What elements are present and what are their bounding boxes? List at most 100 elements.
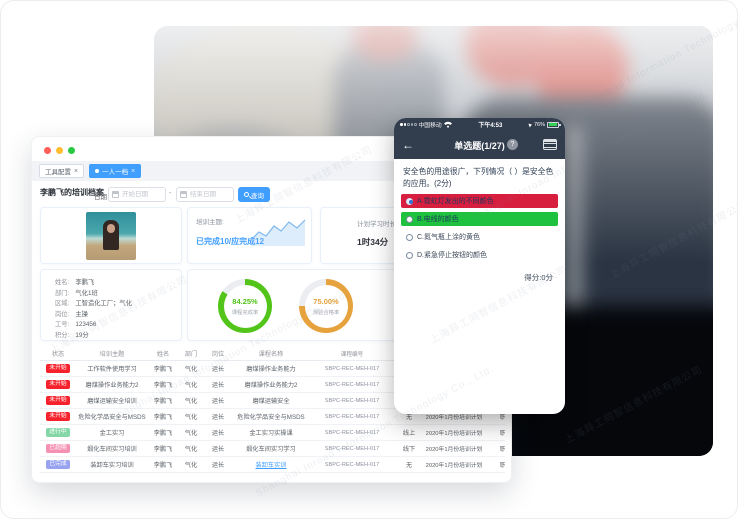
dept-cell: 气化 xyxy=(184,398,198,405)
column-header: 状态 xyxy=(51,351,65,358)
radio-selected-icon[interactable] xyxy=(406,197,413,205)
traffic-light-close[interactable] xyxy=(44,147,51,154)
tab-close-icon[interactable]: × xyxy=(74,167,79,175)
training-records-table: 状态 培训主题 姓名 部门 岗位 课程名称 课程编号 未开始 工作软件使用学习 李鹏飞 气化 运长磨… xyxy=(40,347,505,473)
mode-cell: 线上 xyxy=(402,430,416,437)
desktop-app-window: 工具配置×一人一档× 李鹏飞的培训档案 日期 - 查询 培训主题: 已完成10/… xyxy=(31,136,512,483)
status-cell: 已完成 xyxy=(40,460,76,469)
theme-cell: 磨煤运输安全培训 xyxy=(87,398,137,405)
status-right-cluster: 76% xyxy=(528,121,561,128)
status-badge: 未开始 xyxy=(46,364,70,373)
tab-bar: 工具配置 × 一人一档 × xyxy=(32,161,511,181)
course-link[interactable]: 装卸车实训 xyxy=(255,462,287,469)
column-header: 课程名称 xyxy=(258,351,284,358)
course-cell: 磨煤操作业务能力2 xyxy=(244,382,298,389)
tab-one-person-one-file[interactable]: 一人一档 × xyxy=(89,164,142,178)
name-cell: 李鹏飞 xyxy=(153,446,173,453)
quiz-option-A[interactable]: A.霓虹灯发出的不同颜色 xyxy=(401,194,558,209)
post-cell: 运长 xyxy=(211,446,225,453)
donut-value: 84.25% xyxy=(232,296,258,306)
table-row: 未开始 磨煤操作业务能力2 李鹏飞 气化 运长 磨煤操作业务能力2 SBPC-REC-MEH… xyxy=(40,377,505,393)
end-date-input-wrap xyxy=(176,187,234,202)
search-button-label: 查询 xyxy=(251,192,264,200)
score-label: 得分:0分 xyxy=(524,273,553,283)
profile-field-value: 工智造化工厂；气化 xyxy=(75,300,133,307)
radio-icon[interactable] xyxy=(406,215,413,223)
profile-field-label: 积分: xyxy=(55,331,70,339)
question-text: 安全色的用途很广，下列情况（ ）是安全色的应用。(2分) xyxy=(403,167,554,189)
extra-cell: 职能 xyxy=(484,460,505,469)
plan-duration-label: 计划学习时长 xyxy=(357,221,396,228)
table-body: 未开始 工作软件使用学习 李鹏飞 气化 运长 磨煤操作业务能力 SBPC-REC-MEH-0… xyxy=(40,361,505,473)
tab-tool-config[interactable]: 工具配置 × xyxy=(39,164,85,178)
option-label: B.电线的颜色 xyxy=(417,216,459,224)
end-date-input[interactable] xyxy=(190,191,230,198)
column-header: 姓名 xyxy=(156,351,170,358)
tab-label: 一人一档 xyxy=(102,169,129,176)
status-cell: 已超期 xyxy=(40,444,76,453)
traffic-light-minimize[interactable] xyxy=(56,147,63,154)
avatar xyxy=(86,211,136,260)
profile-field: 区域: 工智造化工厂；气化 xyxy=(55,298,132,307)
status-cell: 未开始 xyxy=(40,380,76,389)
plan-cell: 2020年1月份培训计划 xyxy=(425,463,483,469)
column-header: 岗位 xyxy=(211,351,225,358)
battery-icon xyxy=(547,121,561,128)
date-range-label: 日期 xyxy=(94,194,107,201)
phone-nav-bar: ← 单选题(1/27) ? xyxy=(394,131,565,159)
profile-card: 姓名: 李鹏飞 部门: 气化1班 区域: 工智造化工厂；气化 岗位: 主操 工号: 123456 积… xyxy=(40,269,182,341)
tab-close-icon[interactable]: × xyxy=(131,167,136,175)
active-tab-dot xyxy=(95,169,100,173)
battery-percent: 76% xyxy=(533,121,545,128)
name-cell: 李鹏飞 xyxy=(153,366,173,373)
name-cell: 李鹏飞 xyxy=(153,414,173,421)
name-cell: 李鹏飞 xyxy=(153,398,173,405)
post-cell: 运长 xyxy=(211,366,225,373)
dept-cell: 气化 xyxy=(184,446,198,453)
number-cell: SBPC-REC-MEH-017 xyxy=(324,461,380,468)
signal-strength-icon xyxy=(400,123,417,126)
quiz-option-D[interactable]: D.紧急停止按钮的颜色 xyxy=(401,248,558,262)
profile-field-value: 李鹏飞 xyxy=(75,279,95,286)
clock-label: 下午4:53 xyxy=(478,123,503,129)
course-cell: 金工实习实操课 xyxy=(249,430,293,437)
traffic-light-zoom[interactable] xyxy=(68,147,75,154)
quiz-title: 单选题(1/27) xyxy=(454,140,505,151)
table-row: 未开始 工作软件使用学习 李鹏飞 气化 运长 磨煤操作业务能力 SBPC-REC-MEH-0… xyxy=(40,361,505,377)
theme-cell: 煅化车间实习培训 xyxy=(87,446,137,453)
column-header: 培训主题 xyxy=(99,351,125,358)
quiz-option-C[interactable]: C.氮气瓶上涂的黄色 xyxy=(401,230,558,244)
extra-cell: 职能 xyxy=(484,444,505,453)
profile-field-label: 工号: xyxy=(55,321,70,328)
number-cell: SBPC-REC-MEH-017 xyxy=(324,445,380,452)
table-row: 未开始 磨煤运输安全培训 李鹏飞 气化 运长 磨煤运输安全 SBPC-REC-MEH-017 xyxy=(40,393,505,409)
tab-label: 工具配置 xyxy=(45,169,71,176)
status-cell: 未开始 xyxy=(40,364,76,373)
option-label: C.氮气瓶上涂的黄色 xyxy=(417,234,480,242)
theme-cell: 危险化学品安全与MSDS xyxy=(78,414,146,421)
back-arrow-icon[interactable]: ← xyxy=(402,138,414,152)
profile-field-label: 部门: xyxy=(55,289,70,297)
donut-chart-course-completion: 84.25% 课程完成率 xyxy=(218,279,272,333)
profile-field-value: 19分 xyxy=(75,331,89,339)
profile-field-label: 岗位: xyxy=(55,310,70,318)
column-header: 课程编号 xyxy=(340,351,364,358)
option-label: D.紧急停止按钮的颜色 xyxy=(417,252,487,260)
plan-cell: 2020年1月份培训计划 xyxy=(425,447,483,453)
plan-cell: 2020年1月份培训计划 xyxy=(425,431,483,437)
radio-icon[interactable] xyxy=(406,233,413,241)
name-cell: 李鹏飞 xyxy=(153,382,173,389)
profile-field: 工号: 123456 xyxy=(55,319,96,328)
dept-cell: 气化 xyxy=(184,414,198,421)
radio-icon[interactable] xyxy=(406,251,413,259)
help-icon[interactable]: ? xyxy=(507,139,518,150)
post-cell: 运长 xyxy=(211,430,225,437)
profile-field: 积分: 19分 xyxy=(55,330,89,339)
page-title: 李鹏飞的培训档案 xyxy=(40,188,104,197)
table-row: 已完成 装卸车实习培训 李鹏飞 气化 运长 装卸车实训 SBPC-REC-MEH-017 无 2… xyxy=(40,457,505,473)
search-button[interactable]: 查询 xyxy=(238,187,270,202)
start-date-input[interactable] xyxy=(122,191,162,198)
answer-card-icon[interactable] xyxy=(543,139,557,150)
quiz-option-B[interactable]: B.电线的颜色 xyxy=(401,212,558,227)
theme-cell: 金工实习 xyxy=(99,430,125,437)
